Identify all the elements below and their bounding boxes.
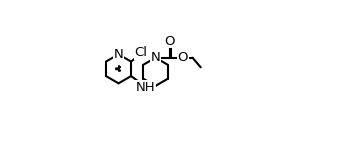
Text: N: N bbox=[114, 48, 124, 61]
Text: Cl: Cl bbox=[135, 46, 148, 59]
Text: O: O bbox=[177, 51, 188, 64]
Text: O: O bbox=[164, 35, 175, 48]
Text: N: N bbox=[151, 51, 160, 64]
Text: NH: NH bbox=[136, 81, 156, 94]
